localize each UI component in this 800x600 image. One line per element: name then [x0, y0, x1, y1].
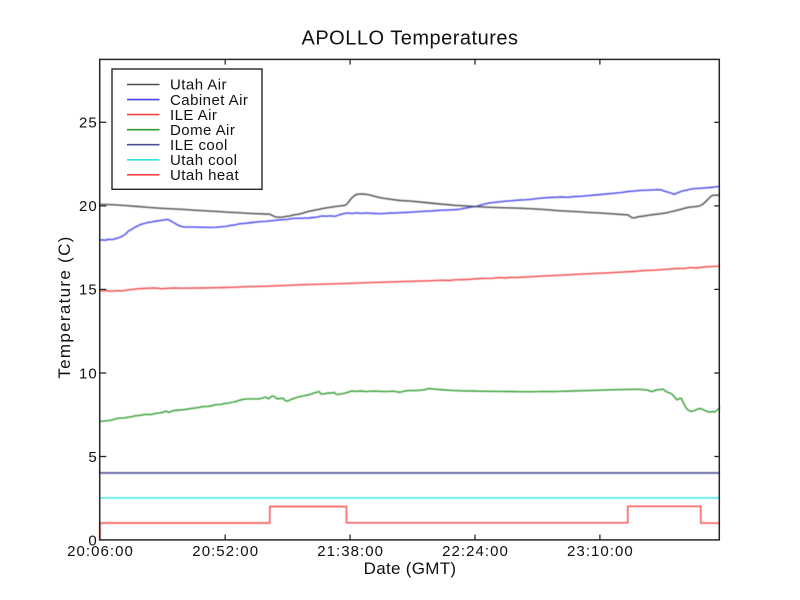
svg-text:25: 25 [79, 115, 98, 132]
svg-text:ILE cool: ILE cool [170, 137, 228, 154]
svg-text:0: 0 [88, 532, 97, 549]
svg-text:Dome Air: Dome Air [170, 122, 235, 139]
svg-text:10: 10 [79, 365, 98, 382]
svg-text:15: 15 [79, 282, 98, 299]
svg-text:20: 20 [79, 198, 98, 215]
svg-text:23:10:00: 23:10:00 [567, 543, 634, 560]
svg-text:Utah heat: Utah heat [170, 167, 239, 184]
svg-text:Cabinet Air: Cabinet Air [170, 92, 248, 109]
svg-text:ILE Air: ILE Air [170, 107, 217, 124]
svg-text:20:06:00: 20:06:00 [67, 543, 134, 560]
svg-text:Temperature (C): Temperature (C) [55, 235, 74, 378]
svg-text:22:24:00: 22:24:00 [442, 543, 509, 560]
svg-text:Utah Air: Utah Air [170, 77, 227, 94]
svg-text:Utah cool: Utah cool [170, 152, 237, 169]
svg-text:APOLLO Temperatures: APOLLO Temperatures [301, 27, 518, 49]
svg-text:20:52:00: 20:52:00 [192, 543, 259, 560]
svg-text:Date (GMT): Date (GMT) [364, 559, 457, 578]
svg-text:21:38:00: 21:38:00 [317, 543, 384, 560]
svg-text:5: 5 [88, 449, 97, 466]
